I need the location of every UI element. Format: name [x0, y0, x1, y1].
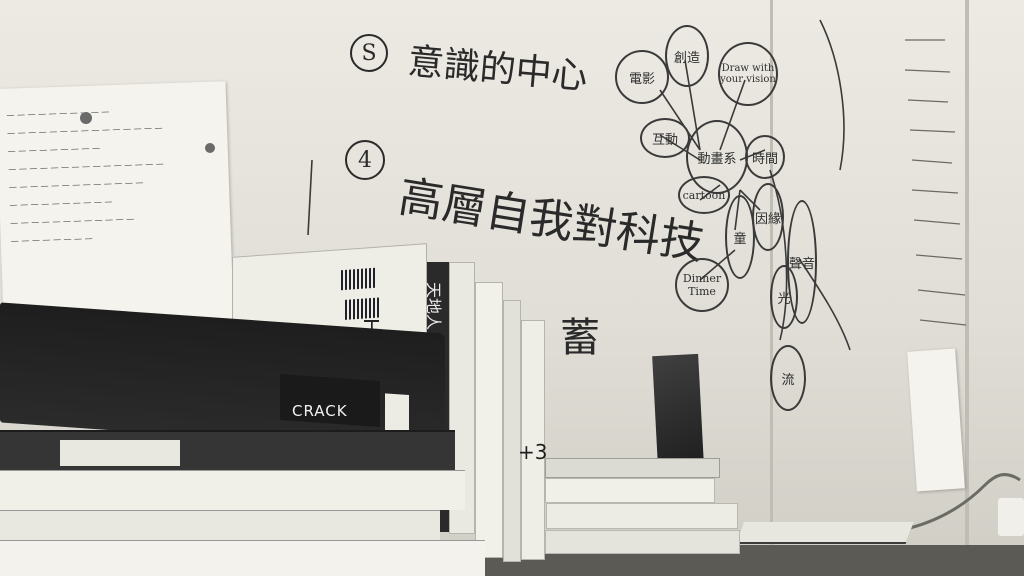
book	[545, 478, 715, 503]
mindmap-bubble: Draw with your vision	[718, 42, 778, 106]
book	[0, 470, 465, 510]
whiteboard-fragment: 蓄	[560, 315, 600, 361]
mindmap-bubble: 創造	[665, 25, 709, 87]
barcode	[345, 297, 381, 320]
crack-title: CRACK	[292, 402, 348, 420]
mindmap-bubble: 光	[770, 265, 798, 329]
book	[545, 458, 720, 478]
marker-number: +3	[518, 440, 548, 464]
paper-cup	[998, 498, 1024, 536]
book-upright	[521, 320, 545, 560]
mindmap-bubble: 電影	[615, 50, 669, 104]
pushpin	[80, 112, 92, 124]
book	[546, 503, 738, 529]
barcode	[341, 267, 377, 291]
mindmap-bubble: 因緣	[752, 183, 784, 251]
flat-papers	[736, 522, 914, 542]
book	[0, 540, 485, 576]
whiteboard-item-4-marker: 4	[345, 140, 385, 180]
thin-book-spine-title: 天地人	[424, 282, 443, 331]
mindmap-bubble: 童	[725, 195, 755, 279]
mindmap-bubble: cartoon	[678, 176, 730, 214]
book-upright	[503, 300, 521, 562]
book	[0, 510, 440, 540]
mindmap-bubble: 聲音	[787, 200, 817, 324]
mindmap-bubble: Dinner Time	[675, 258, 729, 312]
mindmap-bubble: 時間	[745, 135, 785, 179]
whiteboard-item-5-marker: S	[350, 34, 388, 72]
book	[0, 430, 455, 470]
whiteboard-right-edge	[965, 0, 969, 576]
book-upright	[475, 282, 503, 558]
mindmap-bubble: 流	[770, 345, 806, 411]
book	[545, 530, 740, 554]
pushpin	[205, 143, 215, 153]
